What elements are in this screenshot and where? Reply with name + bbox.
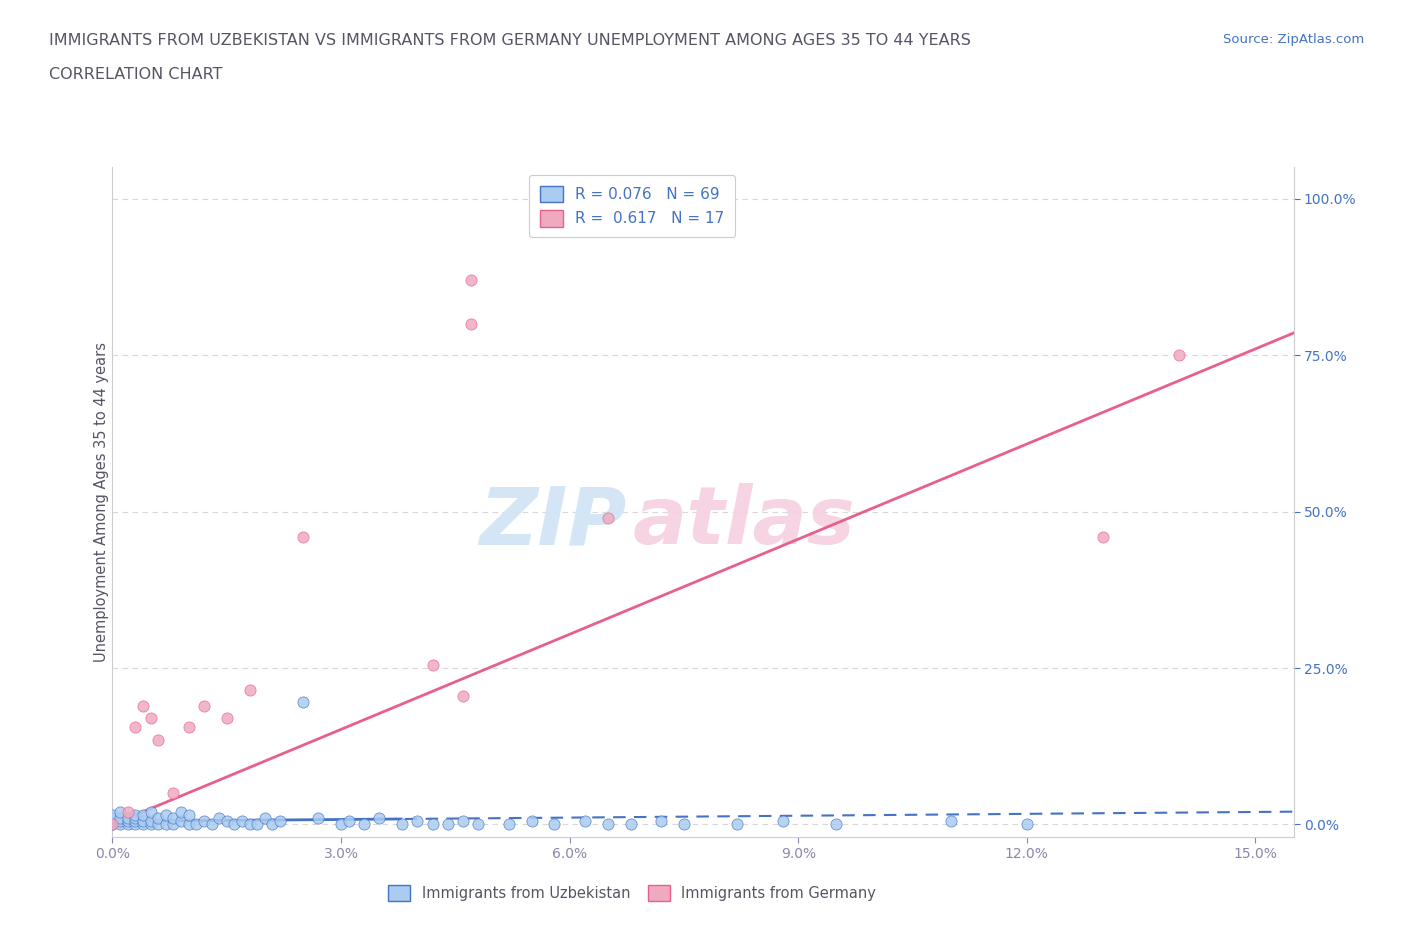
Point <box>596 817 619 832</box>
Point <box>291 695 314 710</box>
Point <box>574 814 596 829</box>
Point <box>939 814 962 829</box>
Point <box>177 720 200 735</box>
Point <box>650 814 672 829</box>
Point <box>193 814 215 829</box>
Point <box>215 711 238 725</box>
Point <box>101 817 124 832</box>
Point <box>139 711 162 725</box>
Point <box>108 814 131 829</box>
Point <box>132 698 155 713</box>
Point <box>406 814 429 829</box>
Point <box>825 817 848 832</box>
Point <box>460 272 482 287</box>
Point <box>124 720 146 735</box>
Point <box>253 811 276 826</box>
Point <box>239 683 262 698</box>
Point <box>132 817 155 832</box>
Point <box>436 817 458 832</box>
Point <box>162 811 184 826</box>
Legend: Immigrants from Uzbekistan, Immigrants from Germany: Immigrants from Uzbekistan, Immigrants f… <box>382 879 882 907</box>
Point <box>391 817 413 832</box>
Point <box>498 817 520 832</box>
Point <box>170 814 193 829</box>
Point <box>101 811 124 826</box>
Point <box>467 817 489 832</box>
Point <box>543 817 565 832</box>
Point <box>186 817 208 832</box>
Text: CORRELATION CHART: CORRELATION CHART <box>49 67 222 82</box>
Point <box>422 658 444 672</box>
Point <box>139 804 162 819</box>
Point <box>148 733 170 748</box>
Text: atlas: atlas <box>633 484 855 562</box>
Point <box>101 814 124 829</box>
Point <box>208 811 231 826</box>
Point <box>200 817 222 832</box>
Point <box>101 817 124 832</box>
Point <box>148 817 170 832</box>
Point <box>117 804 139 819</box>
Point <box>725 817 748 832</box>
Point <box>124 811 146 826</box>
Point <box>108 804 131 819</box>
Point <box>1168 348 1191 363</box>
Point <box>162 786 184 801</box>
Point <box>132 814 155 829</box>
Point <box>224 817 246 832</box>
Point <box>193 698 215 713</box>
Point <box>291 529 314 544</box>
Point <box>108 817 131 832</box>
Point <box>177 817 200 832</box>
Point <box>124 807 146 822</box>
Point <box>246 817 269 832</box>
Point <box>330 817 353 832</box>
Point <box>269 814 291 829</box>
Point <box>117 817 139 832</box>
Point <box>231 814 253 829</box>
Point <box>422 817 444 832</box>
Point <box>132 807 155 822</box>
Text: ZIP: ZIP <box>479 484 626 562</box>
Point <box>215 814 238 829</box>
Point <box>239 817 262 832</box>
Point <box>101 807 124 822</box>
Point <box>108 811 131 826</box>
Point <box>177 807 200 822</box>
Point <box>117 811 139 826</box>
Point <box>1015 817 1038 832</box>
Point <box>451 689 474 704</box>
Point <box>101 817 124 832</box>
Point <box>155 807 177 822</box>
Point <box>596 511 619 525</box>
Point <box>520 814 543 829</box>
Point <box>148 811 170 826</box>
Point <box>1092 529 1115 544</box>
Point <box>124 814 146 829</box>
Point <box>262 817 284 832</box>
Point <box>460 316 482 331</box>
Point <box>307 811 329 826</box>
Point <box>139 817 162 832</box>
Point <box>155 817 177 832</box>
Text: Source: ZipAtlas.com: Source: ZipAtlas.com <box>1223 33 1364 46</box>
Point <box>337 814 360 829</box>
Y-axis label: Unemployment Among Ages 35 to 44 years: Unemployment Among Ages 35 to 44 years <box>94 342 108 662</box>
Point <box>353 817 375 832</box>
Point <box>170 804 193 819</box>
Point <box>772 814 794 829</box>
Point <box>672 817 695 832</box>
Point <box>124 817 146 832</box>
Point <box>451 814 474 829</box>
Point <box>620 817 643 832</box>
Point <box>117 814 139 829</box>
Point <box>162 817 184 832</box>
Point <box>139 814 162 829</box>
Text: IMMIGRANTS FROM UZBEKISTAN VS IMMIGRANTS FROM GERMANY UNEMPLOYMENT AMONG AGES 35: IMMIGRANTS FROM UZBEKISTAN VS IMMIGRANTS… <box>49 33 972 47</box>
Point <box>368 811 391 826</box>
